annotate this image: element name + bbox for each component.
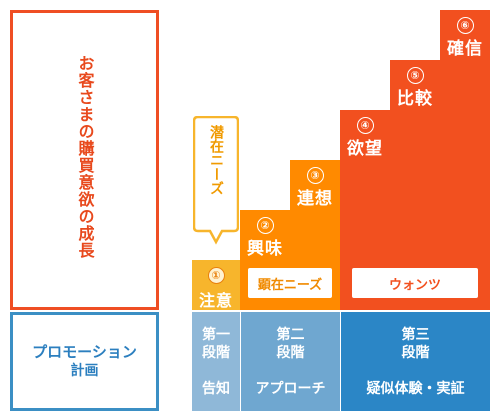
phase-3-title-line2: 段階 — [401, 345, 430, 362]
phase-1-title-line2: 段階 — [202, 345, 230, 362]
step-1-label: 注意 — [198, 291, 233, 310]
step-2-marker: ② — [240, 214, 290, 234]
wants-box: ウォンツ — [352, 268, 478, 298]
step-5-label: 比較 — [397, 89, 433, 109]
phase-2-title-line1: 第二 — [276, 327, 305, 343]
phase-2-action: アプローチ — [255, 381, 326, 398]
step-6-marker: ⑥ — [440, 14, 490, 34]
step-2-label: 興味 — [247, 239, 283, 259]
phase-3-action: 疑似体験・実証 — [366, 381, 465, 398]
step-6-block — [440, 10, 490, 310]
promotion-plan-label-line1: プロモーション — [32, 342, 137, 361]
phase-1-title-line1: 第一 — [202, 327, 230, 343]
step-6-number: ⑥ — [456, 17, 474, 34]
step-3-number: ③ — [306, 167, 324, 184]
phase-2-title-line2: 段階 — [276, 345, 305, 362]
purchase-motivation-growth-label: お客さまの購買意欲の成長 — [75, 55, 95, 259]
step-3-label: 連想 — [297, 189, 333, 209]
step-1-number: ① — [207, 267, 225, 284]
step-6-label: 確信 — [447, 39, 483, 59]
promotion-plan-label-line2: 計画 — [70, 363, 99, 380]
step-4-label: 欲望 — [347, 139, 383, 159]
phase-1-action: 告知 — [202, 381, 230, 398]
wants-label: ウォンツ — [388, 277, 441, 293]
step-4-number: ④ — [356, 117, 374, 134]
latent-needs-label: 潜在ニーズ — [208, 125, 224, 195]
phase-3-title-line1: 第三 — [401, 327, 430, 343]
phase-2-box: 第二 段階 アプローチ — [241, 312, 340, 411]
overt-needs-label: 顕在ニーズ — [257, 277, 323, 293]
phase-1-box: 第一 段階 告知 — [192, 312, 240, 411]
latent-needs-callout — [193, 116, 239, 245]
step-5-marker: ⑤ — [390, 64, 440, 84]
step-3-marker: ③ — [290, 164, 340, 184]
promotion-plan-box: プロモーション 計画 — [10, 312, 159, 411]
overt-needs-box: 顕在ニーズ — [248, 268, 332, 298]
step-5-number: ⑤ — [406, 67, 424, 84]
phase-3-box: 第三 段階 疑似体験・実証 — [341, 312, 490, 411]
step-4-marker: ④ — [340, 114, 390, 134]
purchase-motivation-growth-box: お客さまの購買意欲の成長 — [10, 10, 159, 310]
step-1-marker: ① — [192, 264, 240, 284]
step-2-number: ② — [256, 217, 274, 234]
